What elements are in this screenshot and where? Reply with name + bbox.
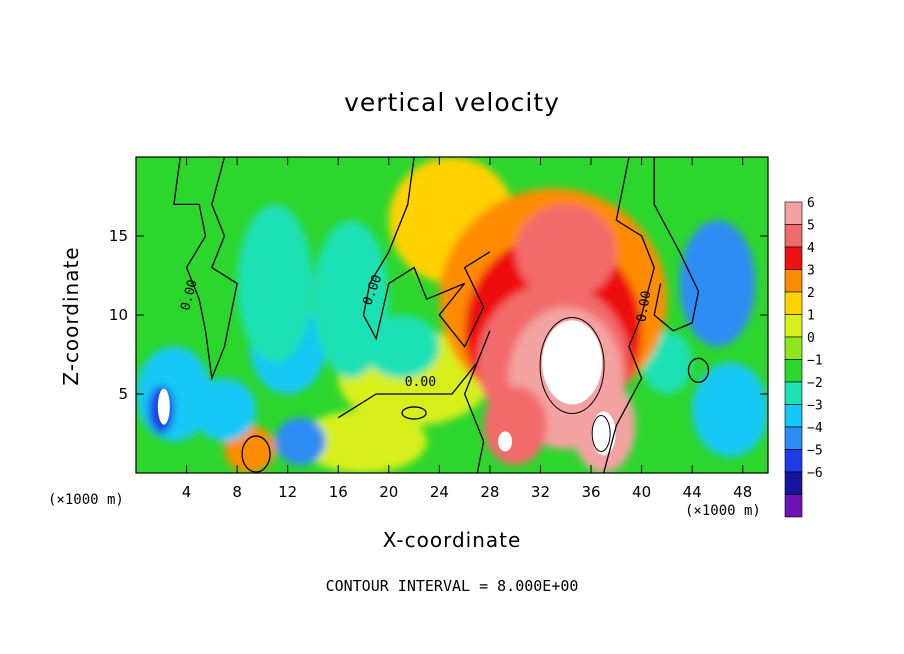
field-cell	[692, 362, 768, 458]
contour-line	[362, 157, 491, 348]
updraft-core	[591, 411, 616, 456]
updraft-core	[498, 431, 513, 452]
colorbar-swatch	[784, 201, 803, 225]
colorbar-swatch	[784, 359, 803, 383]
field-cell	[237, 204, 313, 363]
colorbar-swatch	[784, 224, 803, 248]
x-unit-note-right: (×1000 m)	[685, 503, 761, 519]
colorbar: 6 5 4 3 2 1 0 −1 −2 −3 −4 −5 −6	[784, 196, 823, 518]
colorbar-label: 1	[807, 309, 815, 324]
x-tick-label: 12	[278, 483, 297, 501]
colorbar-swatch	[784, 246, 803, 270]
colorbar-swatch	[784, 471, 803, 495]
y-tick-label: 15	[109, 227, 128, 245]
colorbar-swatch	[784, 404, 803, 428]
colorbar-swatch	[784, 494, 803, 518]
contour-line	[603, 157, 655, 473]
colorbar-label: 3	[807, 264, 815, 279]
x-tick-label: 20	[379, 483, 398, 501]
x-tick-label: 32	[531, 483, 550, 501]
contour-line	[337, 330, 491, 473]
x-tick-label: 16	[329, 483, 348, 501]
x-axis: 4 8 12 16 20 24 28 32 36 40 44 48	[182, 157, 752, 501]
zero-contours	[173, 157, 710, 473]
contour-line	[687, 357, 710, 383]
field-cell	[192, 378, 257, 442]
x-tick-label: 36	[581, 483, 600, 501]
x-tick-label: 8	[232, 483, 242, 501]
contour-line	[401, 406, 427, 420]
colorbar-swatch	[784, 426, 803, 450]
x-tick-label: 40	[632, 483, 651, 501]
colorbar-label: 4	[807, 241, 815, 256]
colorbar-swatch	[784, 291, 803, 315]
y-tick-label: 10	[109, 306, 128, 324]
contour-line	[653, 157, 700, 332]
colorbar-label: −1	[807, 354, 823, 369]
colorbar-swatch	[784, 381, 803, 405]
field-cell	[300, 409, 427, 473]
contour-label: 0.00	[405, 375, 436, 390]
colorbar-label: 5	[807, 219, 815, 234]
updraft-core	[542, 320, 603, 405]
colorbar-label: −6	[807, 466, 823, 481]
x-tick-label: 4	[182, 483, 192, 501]
field-cell	[483, 386, 547, 466]
contour-interval-note: CONTOUR INTERVAL = 8.000E+00	[325, 577, 579, 595]
colorbar-label: −3	[807, 399, 823, 414]
y-axis: 5 10 15	[109, 227, 768, 403]
x-tick-label: 48	[733, 483, 752, 501]
downdraft-core	[157, 388, 170, 425]
x-axis-label: X-coordinate	[382, 528, 522, 552]
x-tick-label: 44	[683, 483, 702, 501]
field-cell	[275, 417, 326, 466]
x-unit-note-left: (×1000 m)	[48, 492, 124, 508]
colorbar-swatch	[784, 314, 803, 338]
contour-line	[591, 415, 611, 452]
contour-line	[173, 157, 238, 381]
chart-title: vertical velocity	[344, 88, 560, 117]
colorbar-label: −5	[807, 444, 823, 459]
field-cell	[679, 220, 756, 347]
x-tick-label: 28	[480, 483, 499, 501]
y-axis-label: Z-coordinate	[59, 246, 83, 386]
contour-line	[241, 435, 271, 473]
velocity-field	[136, 157, 768, 473]
colorbar-swatch	[784, 269, 803, 293]
colorbar-swatch	[784, 336, 803, 360]
colorbar-label: 6	[807, 196, 815, 211]
colorbar-swatch	[784, 449, 803, 473]
colorbar-label: 2	[807, 286, 815, 301]
field-cell	[515, 204, 617, 300]
contour-line	[539, 317, 605, 415]
colorbar-label: −2	[807, 376, 823, 391]
x-tick-label: 24	[430, 483, 449, 501]
colorbar-label: −4	[807, 421, 823, 436]
colorbar-label: 0	[807, 331, 815, 346]
y-tick-label: 5	[118, 385, 128, 403]
field-cell	[363, 315, 440, 379]
contour-label: 0.00	[634, 290, 654, 323]
